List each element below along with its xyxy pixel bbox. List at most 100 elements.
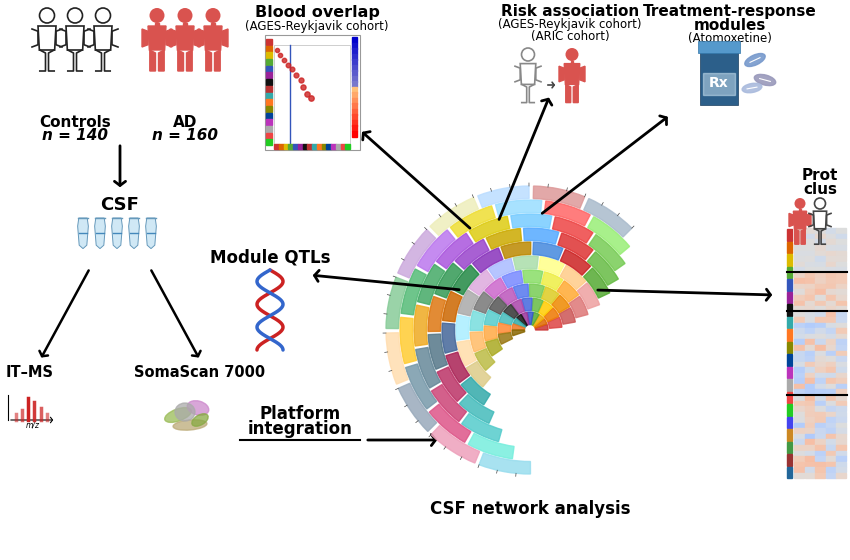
Bar [815,267,825,273]
Bar [836,334,847,339]
Bar [826,256,836,262]
Bar [794,301,804,306]
Bar [787,267,792,278]
Bar [836,356,847,361]
Bar [794,456,804,461]
Wedge shape [479,453,530,474]
Bar [836,373,847,378]
Wedge shape [577,283,599,309]
Bar [787,404,792,416]
Bar [787,417,792,428]
Bar [805,378,814,384]
Bar [266,113,272,119]
Wedge shape [484,326,497,341]
Bar [794,295,804,300]
Bar [805,234,814,239]
Polygon shape [176,26,194,50]
Bar [293,144,298,149]
Bar [815,428,825,433]
Bar [307,144,312,149]
Bar [815,434,825,439]
Bar [794,395,804,400]
Bar [787,254,792,265]
Bar [336,144,341,149]
Bar [794,473,804,478]
Bar [805,250,814,256]
Bar [787,229,792,240]
Bar [826,389,836,395]
Bar [805,384,814,389]
Bar [805,373,814,378]
Wedge shape [473,292,493,314]
Bar [836,284,847,289]
Bar [805,445,814,450]
Bar [352,86,357,92]
Bar [805,400,814,406]
Polygon shape [142,29,148,47]
Bar [826,345,836,350]
Bar [321,144,326,149]
Circle shape [795,198,806,209]
Bar [836,445,847,450]
Bar [815,311,825,317]
Bar [805,290,814,295]
Wedge shape [386,333,408,384]
Bar [805,256,814,262]
Bar [836,473,847,478]
Text: (AGES-Reykjavik cohort): (AGES-Reykjavik cohort) [246,20,388,33]
Wedge shape [517,314,527,326]
Bar [826,273,836,278]
Text: Prot: Prot [802,168,838,183]
Polygon shape [566,85,570,102]
Bar [836,328,847,334]
Bar [805,317,814,323]
Bar [805,311,814,317]
Bar [787,454,792,465]
Wedge shape [513,319,526,328]
Bar [794,328,804,334]
Bar [836,267,847,273]
Bar [794,323,804,328]
Bar [794,417,804,422]
Ellipse shape [173,420,207,430]
Bar [794,278,804,283]
Wedge shape [536,324,548,330]
Bar [815,450,825,456]
Bar [787,354,792,366]
Polygon shape [559,66,564,82]
Bar [815,345,825,350]
Bar [815,284,825,289]
Bar [805,467,814,473]
Bar [836,384,847,389]
Wedge shape [541,272,563,290]
Bar [805,367,814,372]
Circle shape [206,8,220,23]
Wedge shape [502,270,523,288]
Text: m/z: m/z [26,421,40,430]
Bar [836,467,847,473]
Bar [805,334,814,339]
Bar [836,228,847,234]
Bar [826,311,836,317]
Ellipse shape [175,403,195,421]
Bar [265,35,360,150]
Bar [352,103,357,109]
Bar [826,378,836,384]
Bar [805,339,814,344]
Bar [794,400,804,406]
Wedge shape [436,233,473,269]
Wedge shape [456,315,470,340]
Wedge shape [452,265,479,295]
Wedge shape [485,339,502,356]
Text: CSF network analysis: CSF network analysis [430,500,630,518]
Bar [836,450,847,456]
Wedge shape [559,308,575,324]
Wedge shape [455,239,489,269]
Bar [836,362,847,367]
Bar [815,228,825,234]
Wedge shape [535,319,547,328]
Wedge shape [434,263,462,298]
Polygon shape [77,218,88,249]
Bar [826,262,836,267]
Ellipse shape [192,414,208,426]
